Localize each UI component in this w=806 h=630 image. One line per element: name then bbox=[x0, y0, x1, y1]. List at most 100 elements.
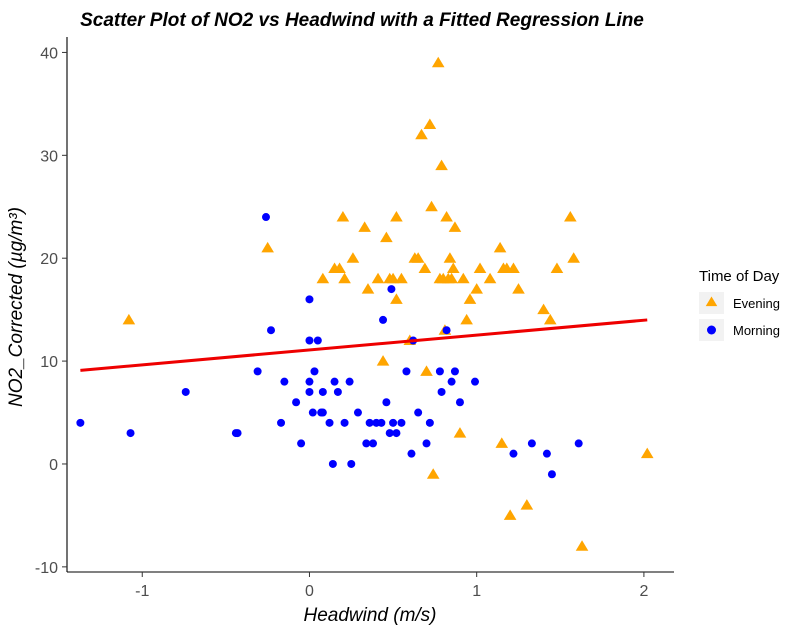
morning-point bbox=[397, 418, 406, 427]
morning-point bbox=[318, 387, 327, 396]
morning-point bbox=[422, 439, 431, 448]
evening-point bbox=[483, 272, 497, 284]
morning-point bbox=[345, 377, 354, 386]
evening-point bbox=[415, 128, 428, 140]
evening-point bbox=[448, 221, 462, 232]
evening-point bbox=[550, 262, 564, 273]
y-tick-label: 40 bbox=[40, 45, 58, 62]
legend-morning-marker bbox=[707, 325, 716, 335]
morning-point bbox=[407, 449, 416, 458]
morning-point bbox=[333, 387, 342, 396]
morning-point bbox=[353, 408, 362, 417]
evening-point bbox=[420, 365, 433, 376]
evening-point bbox=[316, 272, 330, 284]
evening-point bbox=[333, 262, 346, 273]
evening-point bbox=[122, 313, 136, 325]
chart-title: Scatter Plot of NO2 vs Headwind with a F… bbox=[80, 10, 644, 31]
evening-point bbox=[512, 283, 525, 294]
morning-point bbox=[385, 429, 394, 438]
evening-point bbox=[445, 272, 458, 284]
evening-point bbox=[338, 272, 351, 284]
evening-point bbox=[567, 252, 580, 263]
morning-point bbox=[392, 429, 401, 438]
morning-point bbox=[437, 387, 446, 396]
morning-point bbox=[253, 367, 262, 376]
evening-point bbox=[507, 262, 520, 273]
morning-point bbox=[297, 439, 306, 448]
y-tick-label: 10 bbox=[40, 354, 58, 371]
morning-point bbox=[389, 418, 398, 427]
morning-point bbox=[267, 326, 276, 335]
morning-point bbox=[450, 367, 459, 376]
morning-point bbox=[76, 418, 85, 427]
x-tick-label: -1 bbox=[135, 583, 149, 600]
morning-point bbox=[369, 439, 378, 448]
morning-point bbox=[280, 377, 289, 386]
morning-point bbox=[455, 398, 464, 407]
evening-point bbox=[443, 252, 457, 263]
evening-point bbox=[261, 241, 274, 253]
evening-point bbox=[493, 241, 507, 253]
evening-point bbox=[435, 159, 448, 171]
morning-point bbox=[126, 429, 135, 438]
evening-point bbox=[453, 427, 467, 438]
morning-point bbox=[310, 367, 319, 376]
evening-point bbox=[418, 262, 432, 273]
morning-point bbox=[308, 408, 317, 417]
y-tick-label: -10 bbox=[35, 560, 58, 577]
y-tick-label: 30 bbox=[40, 148, 58, 165]
evening-point bbox=[537, 303, 550, 315]
legend-evening-marker bbox=[705, 296, 718, 307]
evening-point bbox=[395, 272, 408, 284]
morning-point bbox=[365, 418, 374, 427]
y-axis-title: NO2_Corrected (µg/m³) bbox=[6, 207, 27, 407]
evening-point bbox=[336, 211, 350, 222]
evening-point bbox=[473, 262, 487, 273]
plot-area bbox=[76, 56, 654, 551]
morning-point bbox=[447, 377, 456, 386]
evening-point bbox=[640, 447, 654, 459]
evening-point bbox=[543, 313, 557, 325]
evening-point bbox=[446, 262, 460, 273]
morning-point bbox=[442, 326, 451, 335]
evening-point bbox=[575, 540, 589, 551]
evening-point bbox=[358, 221, 371, 232]
morning-point bbox=[325, 418, 334, 427]
evening-point bbox=[463, 293, 477, 304]
morning-point bbox=[377, 418, 386, 427]
morning-point bbox=[305, 336, 314, 345]
evening-point bbox=[411, 252, 425, 263]
morning-point bbox=[542, 449, 551, 458]
morning-point bbox=[414, 408, 423, 417]
legend: Time of Day Evening Morning bbox=[699, 268, 780, 341]
x-tick-label: 2 bbox=[639, 583, 648, 600]
evening-point bbox=[440, 211, 453, 222]
x-tick-label: 1 bbox=[472, 583, 481, 600]
evening-point bbox=[376, 355, 390, 366]
evening-point bbox=[425, 200, 438, 212]
morning-point bbox=[318, 408, 327, 417]
morning-point bbox=[362, 439, 371, 448]
evening-point bbox=[460, 313, 473, 325]
legend-label-morning: Morning bbox=[733, 323, 780, 338]
morning-point bbox=[347, 459, 356, 468]
evening-point bbox=[380, 231, 393, 243]
evening-point bbox=[371, 272, 385, 284]
morning-point bbox=[305, 387, 314, 396]
morning-point bbox=[471, 377, 480, 386]
evening-point bbox=[520, 499, 534, 510]
morning-point bbox=[435, 367, 444, 376]
morning-point bbox=[509, 449, 518, 458]
morning-point bbox=[181, 387, 190, 396]
legend-label-evening: Evening bbox=[733, 296, 780, 311]
evening-point bbox=[470, 283, 483, 294]
morning-point bbox=[328, 459, 337, 468]
morning-point bbox=[402, 367, 411, 376]
evening-point bbox=[503, 509, 517, 520]
x-tick-label: 0 bbox=[305, 583, 314, 600]
evening-point bbox=[423, 118, 437, 129]
evening-point bbox=[457, 272, 470, 284]
y-tick-label: 20 bbox=[40, 251, 58, 268]
